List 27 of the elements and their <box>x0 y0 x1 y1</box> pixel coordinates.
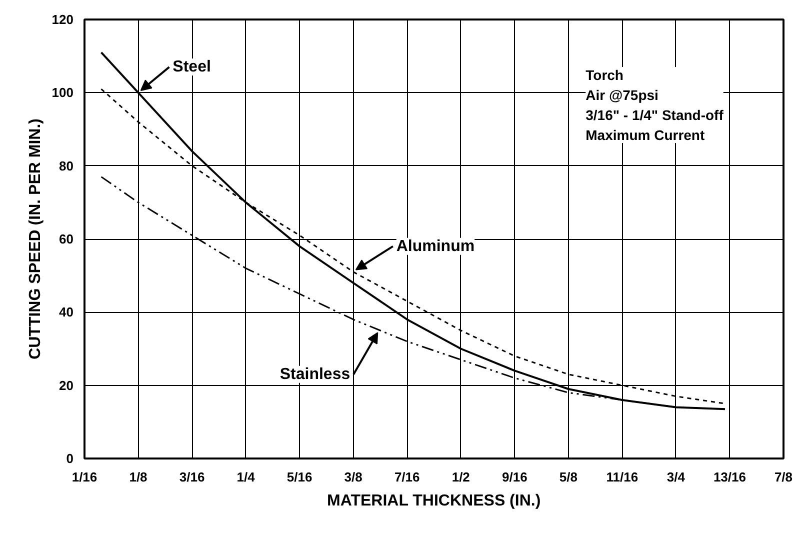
y-tick-label: 60 <box>59 232 74 246</box>
y-tick-label: 80 <box>59 158 74 174</box>
x-tick-label: 1/2 <box>452 470 470 484</box>
x-tick-label: 5/16 <box>286 470 312 484</box>
x-tick-label: 3/16 <box>179 470 205 484</box>
x-tick-label: 1/8 <box>129 470 148 484</box>
x-tick-label: 1/4 <box>236 470 256 484</box>
x-tick-label: 3/4 <box>666 470 686 484</box>
text: Aluminum <box>396 238 475 255</box>
y-axis-title: CUTTING SPEED (IN. PER MIN.) <box>26 118 44 360</box>
y-tick-label: 40 <box>59 304 74 320</box>
x-tick-label: 7/16 <box>394 470 420 484</box>
text: Steel <box>172 58 211 76</box>
x-tick-label: 1/16 <box>72 470 98 484</box>
y-tick-label: 20 <box>59 378 74 393</box>
x-axis-title: MATERIAL THICKNESS (IN.) <box>327 492 541 510</box>
y-tick-label: 120 <box>52 12 74 27</box>
x-tick-label: 7/8 <box>774 470 793 484</box>
x-tick-label: 5/8 <box>559 470 578 484</box>
annotation: Torch Air @75psi 3/16" - 1/4" Stand-off Maximum Current <box>586 67 724 144</box>
x-tick-label: 9/16 <box>502 470 528 484</box>
x-tick-label: 13/16 <box>713 470 746 484</box>
y-tick-label: 100 <box>52 85 74 100</box>
x-tick-label: 11/16 <box>606 470 638 484</box>
y-tick-label: 0 <box>66 451 74 466</box>
text: Stainless <box>280 366 350 383</box>
x-tick-label: 3/8 <box>344 470 362 484</box>
